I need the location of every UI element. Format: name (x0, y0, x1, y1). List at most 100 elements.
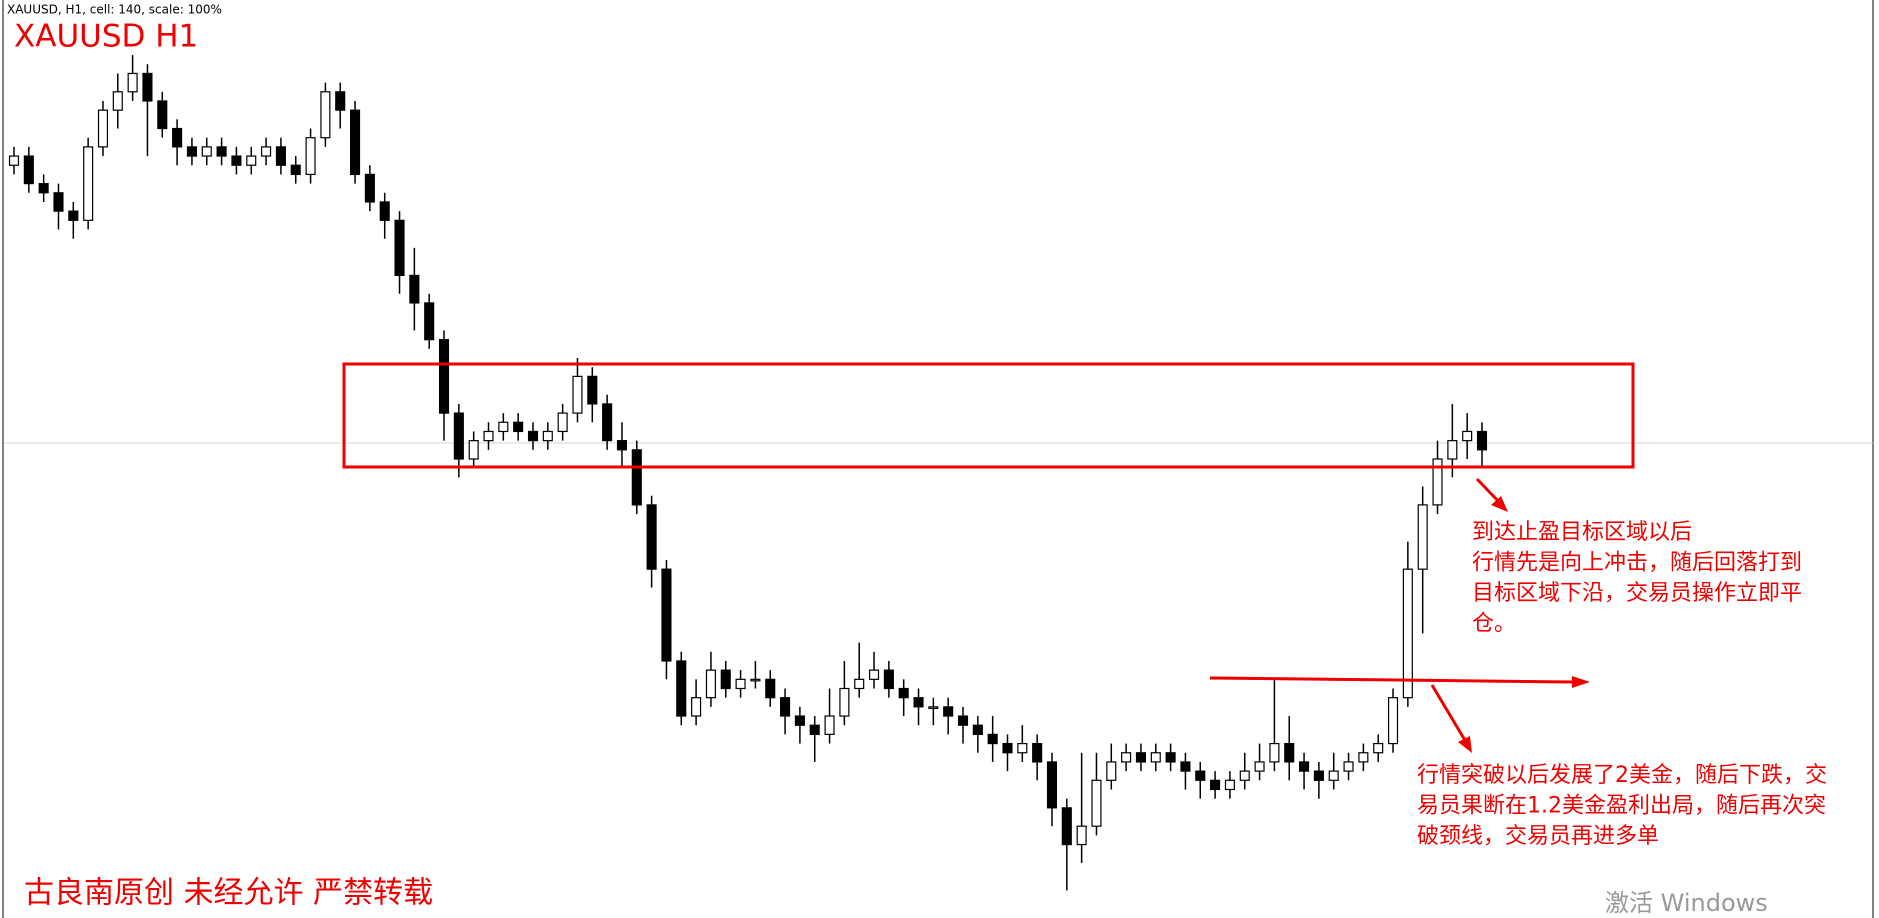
candle-body (1061, 807, 1072, 846)
candle-body (602, 403, 613, 442)
candle-body (424, 302, 435, 341)
candle-body (8, 155, 20, 166)
candle-body (275, 146, 286, 166)
candle-body (809, 724, 820, 735)
candle-body (335, 91, 346, 111)
candle-body (631, 449, 642, 506)
candle-body (498, 421, 509, 433)
candle-body (142, 72, 153, 102)
candle-body (1046, 761, 1058, 809)
candle-body (290, 164, 301, 176)
candle-body (83, 146, 94, 221)
candle-body (750, 678, 761, 682)
candle-body (1254, 761, 1265, 772)
neckline-arrow (1209, 676, 1576, 684)
candle-body (127, 72, 138, 93)
candle-body (453, 412, 464, 460)
candle-body (409, 274, 420, 304)
candle-body (913, 697, 924, 708)
annotation-line: 破颈线，交易员再进多单 (1417, 824, 1659, 849)
candle-body (616, 440, 628, 451)
candle-body (23, 155, 34, 185)
candle-body (898, 687, 909, 699)
candle-body (987, 733, 998, 745)
chart-header: XAUUSD, H1, cell: 140, scale: 100% (7, 3, 222, 17)
target-zone (342, 362, 1635, 469)
candle-body (943, 706, 954, 717)
candle-body (350, 109, 361, 176)
pointer-arrow (1430, 684, 1468, 743)
candle-body (883, 669, 894, 690)
arrow-head (1491, 496, 1508, 512)
candle-body (1417, 504, 1428, 570)
candle-body (68, 210, 79, 221)
arrow-head (1458, 736, 1472, 753)
candle-body (438, 339, 450, 414)
candle-body (705, 669, 716, 699)
candle-body (972, 724, 983, 735)
candle-body (824, 715, 835, 735)
candle-body (587, 375, 598, 405)
candle-body (1476, 430, 1488, 451)
candle-body (513, 421, 524, 433)
candle-body (1032, 742, 1043, 763)
candle-body (1135, 752, 1146, 763)
candle-body (172, 127, 183, 148)
candle-body (216, 146, 227, 157)
candle-body (1402, 568, 1413, 699)
candle-body (646, 504, 657, 570)
candle-body (1224, 779, 1235, 791)
candle-body (468, 440, 479, 460)
candle-body (854, 678, 865, 690)
candle-body (483, 430, 494, 442)
pointer-arrow (1475, 477, 1502, 505)
annotation-line: 仓。 (1472, 612, 1516, 637)
candle-body (112, 91, 123, 111)
annotation-line: 易员果断在1.2美金盈利出局，随后再次突 (1417, 794, 1826, 819)
chart-title: XAUUSD H1 (14, 19, 198, 55)
candle-body (246, 155, 257, 166)
candle-body (928, 706, 939, 709)
candle-body (780, 697, 791, 717)
watermark: 古良南原创 未经允许 严禁转载 (24, 876, 433, 911)
candle-body (661, 568, 672, 662)
candle-body (1284, 742, 1295, 763)
candle-body (38, 183, 49, 194)
candle-body (1447, 440, 1458, 460)
candle-body (1239, 770, 1250, 781)
candle-body (557, 412, 568, 433)
candle-body (735, 678, 746, 690)
candle-body (572, 375, 583, 414)
candle-body (379, 201, 390, 221)
candle-body (1017, 742, 1028, 754)
candle-body (53, 192, 64, 212)
annotation-line: 行情突破以后发展了2美金，随后下跌，交 (1417, 763, 1827, 788)
candle-body (691, 697, 702, 717)
candle-body (1462, 430, 1473, 442)
candle-body (305, 137, 316, 176)
candle-body (1195, 770, 1206, 781)
candle-body (1269, 742, 1280, 763)
candle-body (364, 173, 375, 203)
candle-body (186, 146, 197, 157)
candle-body (394, 219, 405, 277)
candle-body (231, 155, 242, 166)
candle-body (1002, 742, 1013, 754)
candle-body (1076, 825, 1087, 846)
candle-body (1432, 458, 1443, 506)
candle-body (1343, 761, 1354, 772)
candle-body (1180, 761, 1191, 772)
candle-body (676, 660, 687, 717)
candle-body (1313, 770, 1324, 781)
annotation-line: 目标区域下沿，交易员操作立即平 (1472, 581, 1802, 606)
candle-body (765, 678, 776, 699)
os-notice: 激活 Windows (1605, 889, 1768, 917)
candle-body (1299, 761, 1310, 772)
candle-body (261, 146, 272, 157)
candle-body (1165, 752, 1176, 763)
candle-body (794, 715, 805, 726)
candle-body (1373, 742, 1384, 754)
arrow-head (1572, 676, 1590, 688)
candle-body (320, 91, 331, 139)
